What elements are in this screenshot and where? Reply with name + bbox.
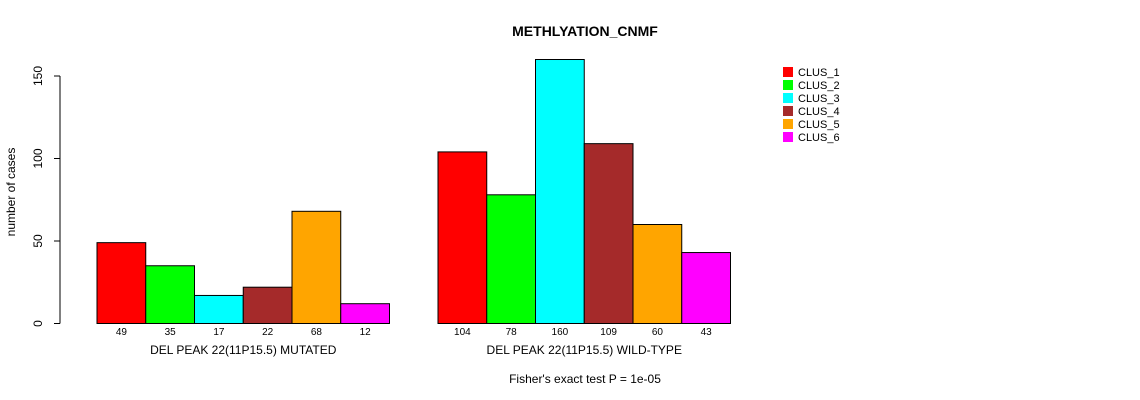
group-label: DEL PEAK 22(11P15.5) WILD-TYPE xyxy=(487,343,682,357)
y-axis-label: number of cases xyxy=(4,148,18,237)
bar-value-label: 22 xyxy=(262,327,274,338)
bar-clus-2 xyxy=(145,265,195,324)
legend-label: CLUS_3 xyxy=(798,93,840,105)
legend-label: CLUS_1 xyxy=(798,67,840,79)
fisher-test-footnote: Fisher's exact test P = 1e-05 xyxy=(509,372,661,386)
bar-clus-2 xyxy=(486,194,536,324)
bar-clus-4 xyxy=(242,286,293,325)
group-labels: DEL PEAK 22(11P15.5) MUTATED DEL PEAK 22(… xyxy=(150,343,682,357)
y-tick-label: 0 xyxy=(31,320,45,327)
bar-value-label: 78 xyxy=(506,327,518,338)
legend-label: CLUS_2 xyxy=(798,80,840,92)
bar-clus-6 xyxy=(681,252,731,324)
bar-clus-3 xyxy=(535,59,585,324)
chart-title: METHLYATION_CNMF xyxy=(512,23,658,39)
bar-value-label: 60 xyxy=(652,327,664,338)
bars xyxy=(96,59,731,325)
bar-clus-4 xyxy=(583,143,634,324)
legend-swatch xyxy=(783,132,793,142)
y-tick-label: 50 xyxy=(31,234,45,248)
bar-value-label: 17 xyxy=(213,327,225,338)
legend-label: CLUS_5 xyxy=(798,119,840,131)
legend-swatch xyxy=(783,80,793,90)
bar-clus-1 xyxy=(437,151,488,324)
y-tick-label: 150 xyxy=(31,66,45,86)
bar-value-label: 68 xyxy=(311,327,323,338)
legend-label: CLUS_6 xyxy=(798,132,840,144)
bar-clus-3 xyxy=(194,294,244,325)
bar-value-label: 49 xyxy=(116,327,128,338)
legend-swatch xyxy=(783,119,793,129)
legend-swatch xyxy=(783,93,793,103)
bar-value-label: 109 xyxy=(600,327,617,338)
bar-value-label: 104 xyxy=(454,327,471,338)
group-label: DEL PEAK 22(11P15.5) MUTATED xyxy=(150,343,337,357)
legend-label: CLUS_4 xyxy=(798,106,840,118)
y-tick-label: 100 xyxy=(31,148,45,168)
bar-value-label: 12 xyxy=(360,327,372,338)
legend-swatch xyxy=(783,67,793,77)
y-axis: 0 50 100 150 xyxy=(31,66,61,327)
bar-clus-5 xyxy=(632,224,683,324)
bar-value-label: 43 xyxy=(701,327,713,338)
bar-clus-5 xyxy=(291,210,342,324)
bar-value-labels: 49 35 17 22 68 12 104 78 160 109 60 43 xyxy=(116,327,712,338)
bar-clus-6 xyxy=(340,303,390,325)
bar-clus-1 xyxy=(96,242,147,324)
bar-value-label: 160 xyxy=(552,327,569,338)
bar-value-label: 35 xyxy=(165,327,177,338)
legend-swatch xyxy=(783,106,793,116)
